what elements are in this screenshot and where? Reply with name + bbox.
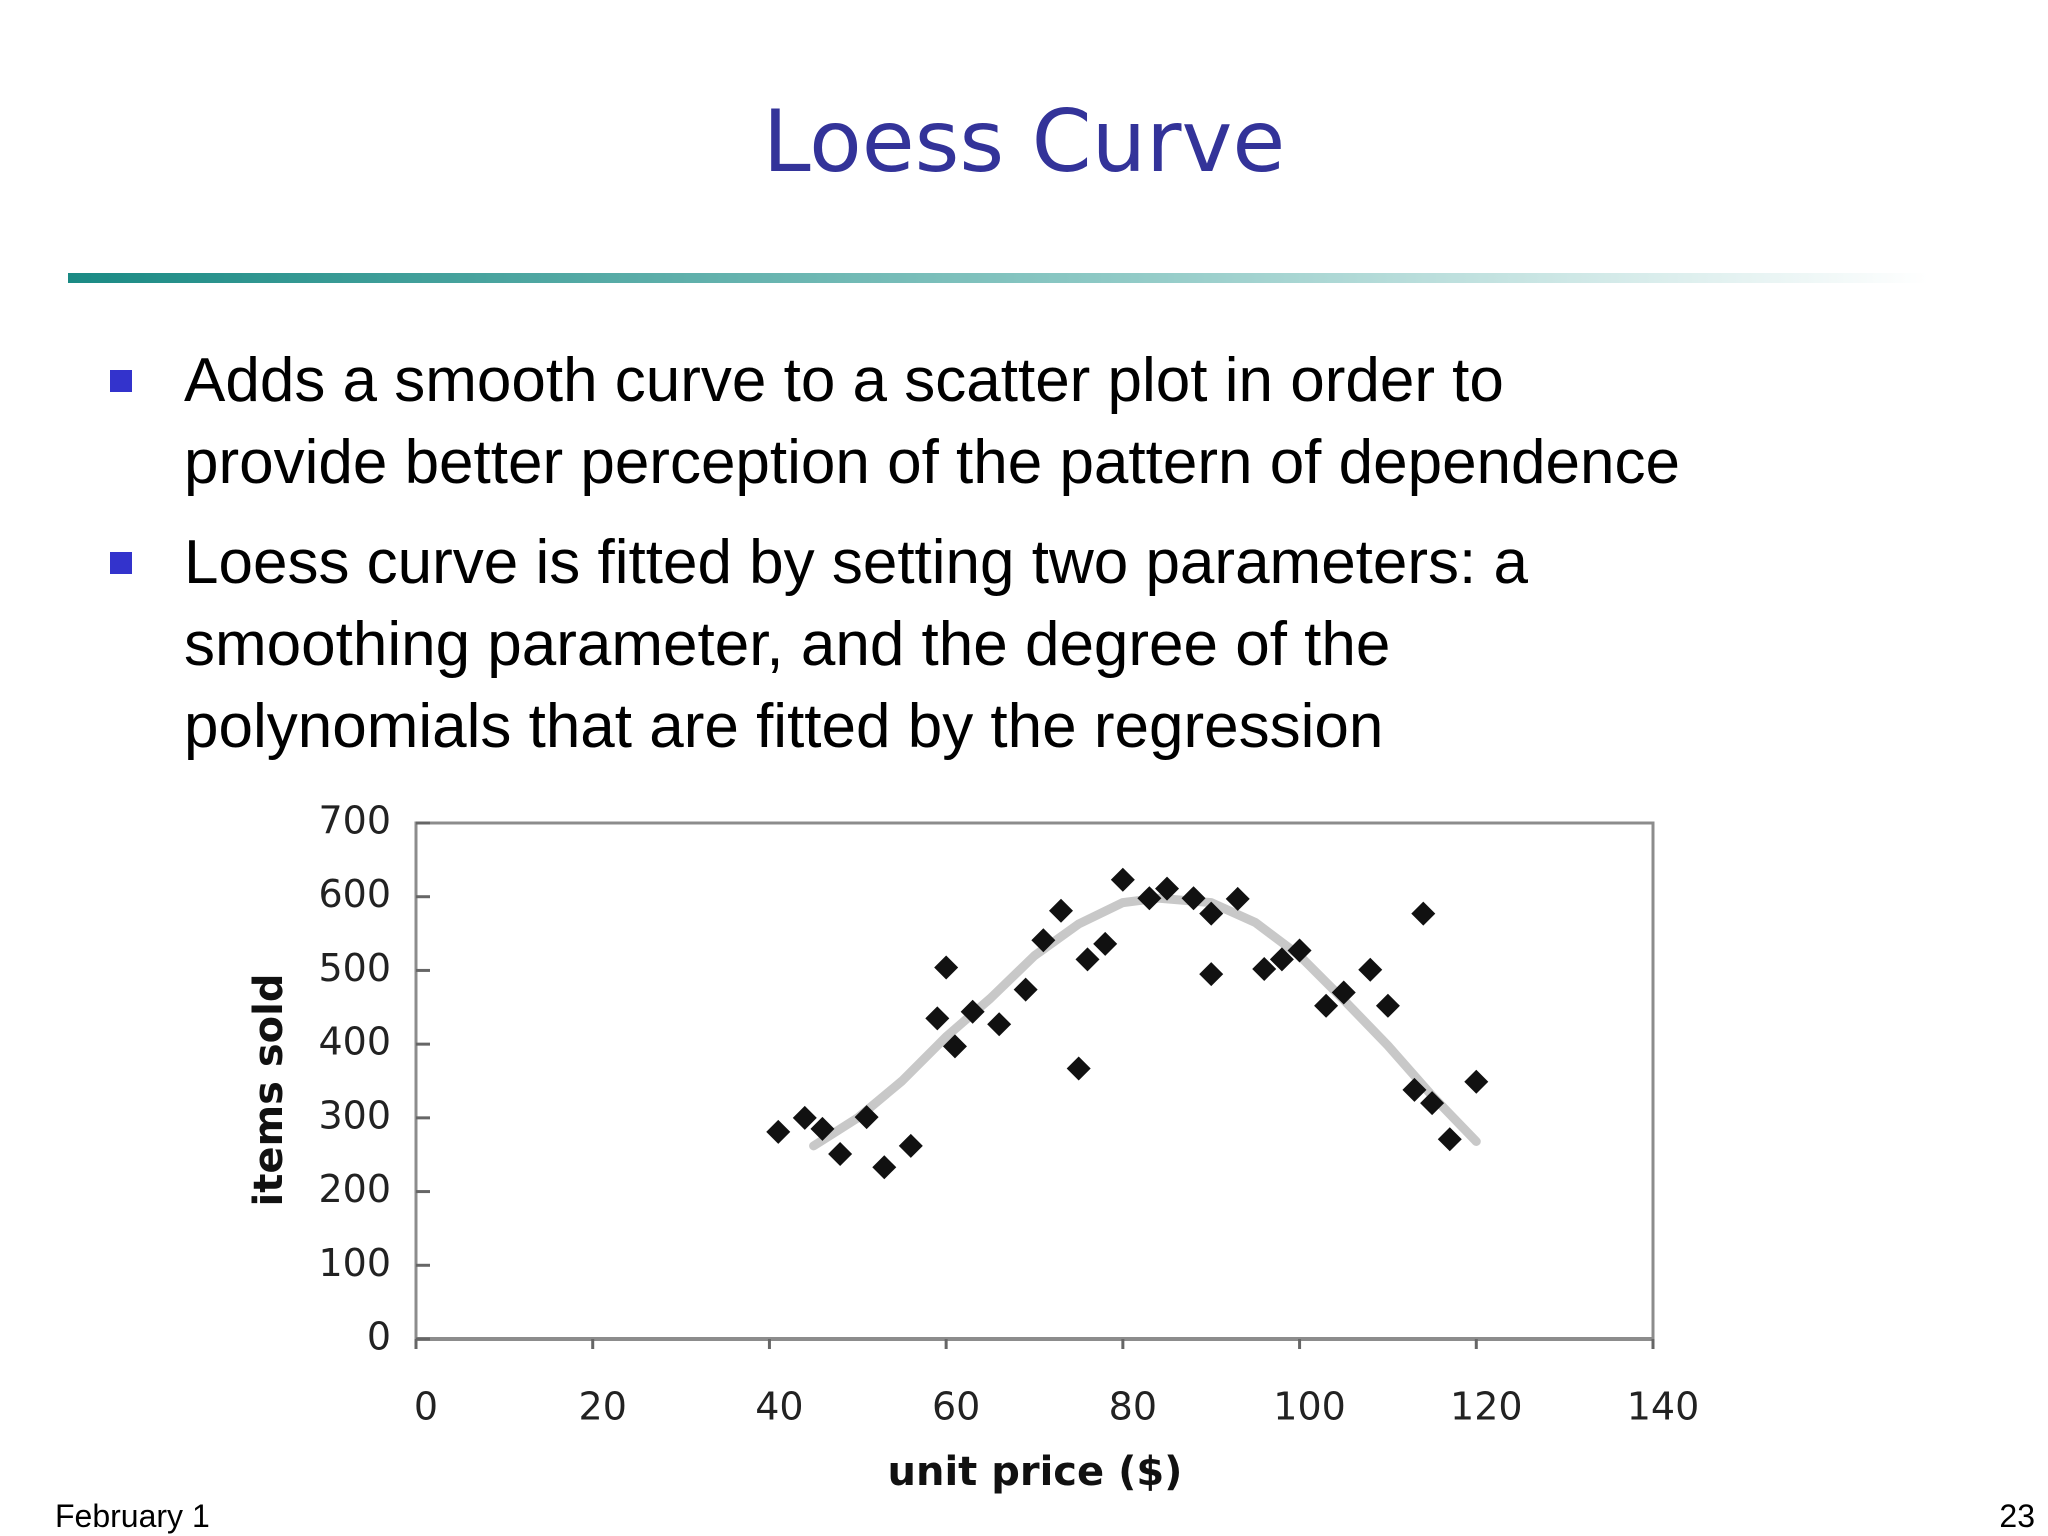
data-point bbox=[854, 1105, 879, 1130]
data-point bbox=[1331, 980, 1356, 1005]
data-point bbox=[934, 955, 959, 980]
data-point bbox=[1420, 1091, 1445, 1116]
data-point bbox=[1375, 993, 1400, 1018]
data-point bbox=[1252, 956, 1277, 981]
data-point bbox=[810, 1116, 835, 1141]
data-point bbox=[1199, 962, 1224, 987]
bullet-marker bbox=[110, 370, 132, 392]
slide-title: Loess Curve bbox=[762, 92, 1286, 192]
y-tick-label: 400 bbox=[318, 1020, 391, 1064]
footer-date: February 1 bbox=[55, 1498, 210, 1534]
data-point bbox=[1066, 1056, 1091, 1081]
x-tick-label: 20 bbox=[579, 1385, 627, 1429]
data-point bbox=[1049, 898, 1074, 923]
x-tick-label: 120 bbox=[1450, 1385, 1523, 1429]
data-point bbox=[1464, 1069, 1489, 1094]
y-tick-label: 300 bbox=[318, 1093, 391, 1137]
x-tick-label: 140 bbox=[1627, 1385, 1700, 1429]
bullet-line: smoothing parameter, and the degree of t… bbox=[184, 610, 1391, 679]
bullet-line: Adds a smooth curve to a scatter plot in… bbox=[184, 346, 1504, 415]
data-point bbox=[1031, 928, 1056, 953]
loess-curve bbox=[809, 893, 1481, 1151]
data-point bbox=[1411, 901, 1436, 926]
data-point bbox=[828, 1141, 853, 1166]
data-point bbox=[872, 1155, 897, 1180]
x-tick-label: 40 bbox=[755, 1385, 803, 1429]
data-point bbox=[792, 1105, 817, 1130]
data-point bbox=[1093, 931, 1118, 956]
y-tick-label: 200 bbox=[318, 1167, 391, 1211]
data-point bbox=[1199, 901, 1224, 926]
data-point bbox=[942, 1034, 967, 1059]
x-tick-label: 80 bbox=[1109, 1385, 1157, 1429]
data-point bbox=[1287, 938, 1312, 963]
data-point bbox=[766, 1119, 791, 1144]
y-tick-label: 700 bbox=[318, 799, 391, 843]
y-tick-label: 0 bbox=[367, 1315, 391, 1359]
data-point bbox=[1110, 867, 1135, 892]
data-point bbox=[1225, 886, 1250, 911]
data-point bbox=[1155, 876, 1180, 901]
data-point bbox=[1402, 1077, 1427, 1102]
x-axis-label: unit price ($) bbox=[888, 1449, 1183, 1495]
y-axis-label: items sold bbox=[246, 973, 292, 1206]
data-point bbox=[925, 1006, 950, 1031]
bullet: Loess curve is fitted by setting two par… bbox=[110, 522, 1528, 768]
bullet-line: Loess curve is fitted by setting two par… bbox=[184, 528, 1528, 597]
data-point bbox=[1437, 1127, 1462, 1152]
y-tick-label: 600 bbox=[318, 872, 391, 916]
page-number: 23 bbox=[1999, 1498, 2035, 1534]
data-point bbox=[1358, 957, 1383, 982]
data-point bbox=[987, 1012, 1012, 1037]
data-point bbox=[1269, 947, 1294, 972]
data-point bbox=[1137, 886, 1162, 911]
data-point bbox=[1181, 886, 1206, 911]
data-point bbox=[1075, 947, 1100, 972]
title-rule bbox=[68, 273, 1928, 283]
bullet: Adds a smooth curve to a scatter plot in… bbox=[110, 340, 1680, 504]
data-point bbox=[960, 999, 985, 1024]
y-tick-label: 100 bbox=[318, 1241, 391, 1285]
data-point bbox=[898, 1133, 923, 1158]
y-tick-label: 500 bbox=[318, 946, 391, 990]
bullet-marker bbox=[110, 552, 132, 574]
x-tick-label: 0 bbox=[414, 1385, 438, 1429]
data-point bbox=[1013, 977, 1038, 1002]
bullet-line: provide better perception of the pattern… bbox=[184, 428, 1680, 497]
bullet-line: polynomials that are fitted by the regre… bbox=[184, 692, 1384, 761]
x-tick-label: 100 bbox=[1273, 1385, 1346, 1429]
x-tick-label: 60 bbox=[932, 1385, 980, 1429]
data-point bbox=[1314, 993, 1339, 1018]
